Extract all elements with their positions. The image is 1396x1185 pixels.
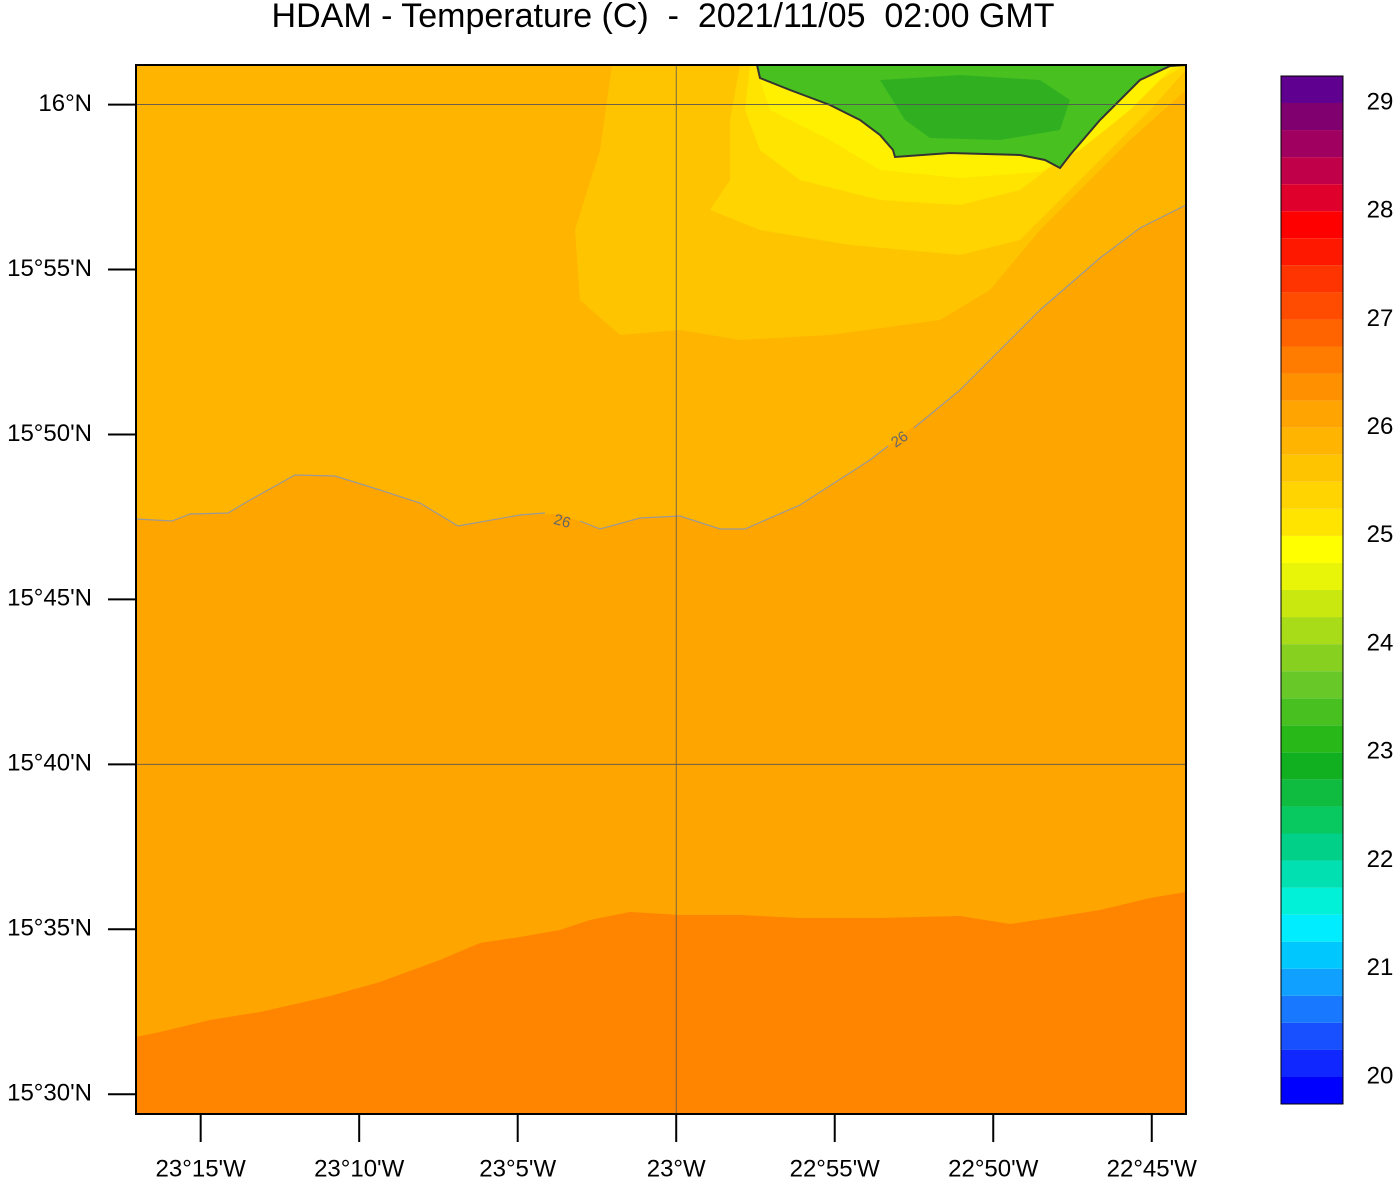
colorbar-band	[1281, 806, 1343, 834]
colorbar-band	[1281, 454, 1343, 482]
colorbar-band	[1281, 508, 1343, 536]
x-tick-label: 22°50'W	[948, 1155, 1039, 1180]
y-tick-label: 16°N	[38, 90, 92, 117]
colorbar-band	[1281, 671, 1343, 699]
colorbar-label: 27	[1367, 305, 1394, 332]
x-tick-label: 23°W	[647, 1155, 706, 1180]
y-tick-label: 15°50'N	[7, 420, 92, 447]
map-frame	[135, 64, 1187, 1115]
colorbar-band	[1281, 1022, 1343, 1050]
field-band	[136, 892, 1186, 1114]
colorbar-band	[1281, 562, 1343, 590]
temperature-field: 26 26	[135, 64, 1187, 1114]
colorbar-band	[1281, 995, 1343, 1023]
axes: 16°N 15°55'N 15°50'N 15°45'N 15°40'N 15°35'N 1…	[7, 65, 1198, 1182]
colorbar-band	[1281, 1049, 1343, 1077]
colorbar-label: 21	[1367, 954, 1394, 981]
colorbar-band	[1281, 887, 1343, 915]
y-tick-label: 15°45'N	[7, 585, 92, 612]
y-tick-label: 15°35'N	[7, 915, 92, 942]
colorbar-band	[1281, 968, 1343, 996]
colorbar-band	[1281, 833, 1343, 861]
colorbar-label: 28	[1367, 197, 1394, 224]
y-tick-label: 15°30'N	[7, 1080, 92, 1107]
colorbar: 20 21 22 23 24 25 26 27 28 29	[1280, 75, 1394, 1105]
y-tick-label: 15°55'N	[7, 255, 92, 282]
colorbar-band	[1281, 644, 1343, 672]
colorbar-band	[1281, 238, 1343, 266]
contour-label: 26	[888, 428, 911, 451]
colorbar-label: 26	[1367, 413, 1394, 440]
contour-line	[135, 204, 1187, 530]
colorbar-label: 29	[1367, 88, 1394, 115]
colorbar-band	[1281, 535, 1343, 563]
x-tick-label: 23°10'W	[314, 1155, 405, 1180]
colorbar-label: 25	[1367, 521, 1394, 548]
colorbar-band	[1281, 752, 1343, 780]
colorbar-band	[1281, 400, 1343, 428]
colorbar-frame	[1280, 75, 1344, 1105]
colorbar-label: 22	[1367, 846, 1394, 873]
colorbar-label: 24	[1367, 629, 1394, 656]
title: HDAM - Temperature (C) - 2021/11/05 02:0…	[272, 0, 1055, 35]
colorbar-band	[1281, 103, 1343, 131]
colorbar-band	[1281, 1077, 1343, 1104]
x-tick-label: 23°5'W	[479, 1155, 556, 1180]
colorbar-band	[1281, 373, 1343, 401]
colorbar-band	[1281, 292, 1343, 320]
colorbar-label: 20	[1367, 1062, 1394, 1089]
colorbar-label: 23	[1367, 738, 1394, 765]
colorbar-band	[1281, 130, 1343, 158]
colorbar-band	[1281, 860, 1343, 888]
contour-label: 26	[552, 511, 573, 532]
colorbar-band	[1281, 319, 1343, 347]
colorbar-band	[1281, 481, 1343, 509]
y-tick-label: 15°40'N	[7, 750, 92, 777]
colorbar-band	[1281, 941, 1343, 969]
colorbar-band	[1281, 725, 1343, 753]
colorbar-band	[1281, 590, 1343, 618]
colorbar-band	[1281, 76, 1343, 103]
x-tick-label: 22°45'W	[1107, 1155, 1198, 1180]
colorbar-band	[1281, 157, 1343, 185]
colorbar-band	[1281, 265, 1343, 293]
x-tick-label: 22°55'W	[790, 1155, 881, 1180]
colorbar-band	[1281, 698, 1343, 726]
land-band	[880, 75, 1070, 140]
x-tick-label: 23°15'W	[156, 1155, 247, 1180]
colorbar-band	[1281, 617, 1343, 645]
colorbar-band	[1281, 184, 1343, 212]
colorbar-band	[1281, 914, 1343, 942]
colorbar-band	[1281, 346, 1343, 374]
colorbar-band	[1281, 211, 1343, 239]
colorbar-band	[1281, 779, 1343, 807]
colorbar-band	[1281, 427, 1343, 455]
